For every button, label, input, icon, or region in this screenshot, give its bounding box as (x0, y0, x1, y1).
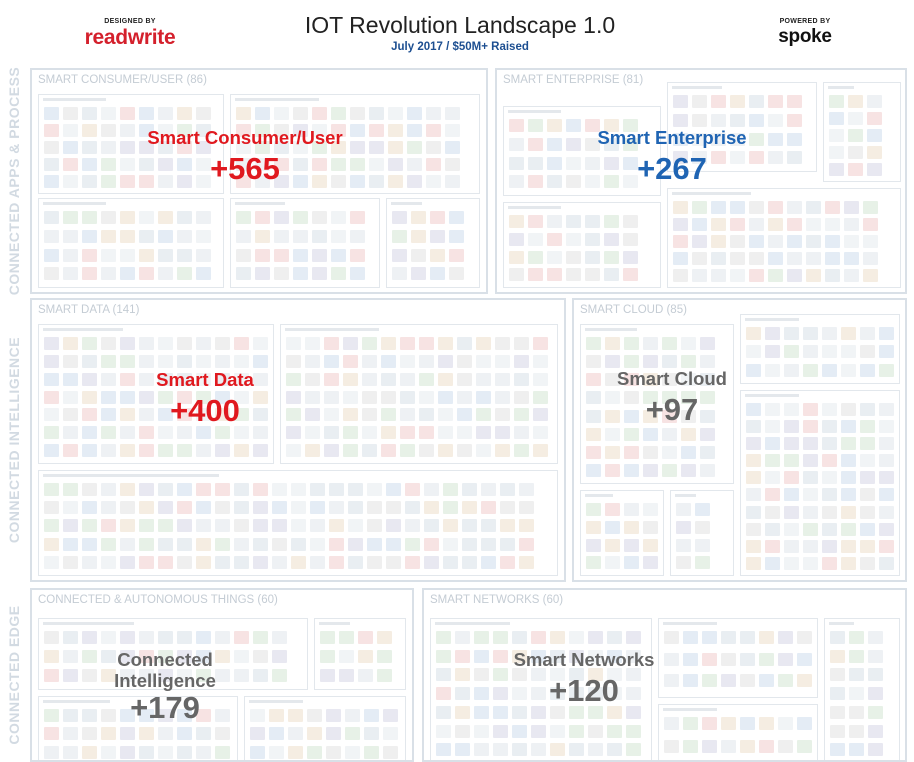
side-label-intelligence: CONNECTED INTELLIGENCE (3, 298, 25, 582)
logo-grid (509, 215, 655, 282)
logo-grid (586, 503, 658, 570)
subcategory-box (230, 198, 380, 288)
overlay-label: Smart Consumer/User (147, 127, 343, 148)
logo-grid (673, 201, 895, 282)
spoke-logo: spoke (778, 26, 832, 47)
logo-grid (436, 631, 646, 758)
subcategory-box (38, 696, 238, 760)
logo-grid (250, 709, 400, 760)
section-title: SMART CLOUD (85) (580, 304, 687, 316)
overlay-label: Smart Networks (513, 649, 655, 670)
section-title: SMART DATA (141) (38, 304, 140, 316)
subcategory-box (740, 390, 900, 576)
subcategory-box (580, 490, 664, 576)
logo-grid (236, 211, 374, 282)
subcategory-box (38, 618, 308, 690)
subcategory-box (740, 314, 900, 384)
logo-grid (746, 327, 894, 378)
logo-grid (586, 337, 728, 478)
logo-grid (664, 631, 812, 692)
logo-grid (830, 631, 894, 758)
logo-grid (509, 119, 655, 190)
subcategory-box (314, 618, 406, 690)
logo-grid (392, 211, 474, 282)
logo-grid (44, 337, 268, 458)
logo-grid (236, 107, 474, 188)
logo-grid (44, 709, 232, 760)
subcategory-box (667, 188, 901, 288)
subcategory-box (658, 704, 818, 760)
section-title: SMART ENTERPRISE (81) (503, 74, 644, 86)
side-label-intelligence-text: CONNECTED INTELLIGENCE (6, 336, 22, 544)
subcategory-box (386, 198, 480, 288)
subcategory-box (670, 490, 734, 576)
subcategory-box (230, 94, 480, 194)
subcategory-box (244, 696, 406, 760)
logo-grid (746, 403, 894, 570)
logo-grid (673, 95, 811, 166)
subcategory-box (824, 618, 900, 760)
page-subtitle: July 2017 / $50M+ Raised (391, 41, 529, 53)
side-label-apps-text: CONNECTED APPS & PROCESS (6, 66, 22, 296)
subcategory-box (430, 618, 652, 760)
subcategory-box (38, 324, 274, 464)
logo-grid (44, 483, 552, 570)
overlay-label: Smart Cloud (617, 368, 727, 389)
subcategory-box (38, 94, 224, 194)
section-title: SMART NETWORKS (60) (430, 594, 564, 606)
side-label-apps: CONNECTED APPS & PROCESS (3, 66, 25, 296)
subcategory-box (38, 470, 558, 576)
subcategory-box (823, 82, 901, 182)
overlay-count: +400 (170, 392, 240, 428)
overlay-count: +97 (645, 391, 699, 427)
subcategory-box (658, 618, 818, 698)
designed-by-block: DESIGNED BY readwrite (70, 18, 190, 50)
side-label-edge: CONNECTED EDGE (3, 588, 25, 762)
logo-grid (829, 95, 895, 176)
logo-grid (44, 211, 218, 282)
logo-grid (664, 717, 812, 758)
overlay-count: +179 (130, 690, 200, 726)
subcategory-box (280, 324, 558, 464)
overlay-connected-things: Connected Intelligence +179 (90, 649, 240, 726)
logo-grid (320, 631, 400, 684)
logo-grid (676, 503, 728, 570)
section-title: SMART CONSUMER/USER (86) (38, 74, 207, 86)
overlay-count: +120 (549, 672, 619, 708)
powered-by-block: POWERED BY spoke (760, 18, 850, 48)
overlay-smart-consumer: Smart Consumer/User +565 (110, 127, 380, 186)
section-smart-cloud: SMART CLOUD (85) (572, 298, 907, 582)
subcategory-box (667, 82, 817, 172)
section-smart-data: SMART DATA (141) (30, 298, 566, 582)
overlay-label: Connected Intelligence (114, 649, 216, 691)
section-smart-networks: SMART NETWORKS (60) (422, 588, 907, 762)
overlay-label: Smart Data (156, 369, 254, 390)
logo-grid (44, 631, 302, 684)
subcategory-box (503, 106, 661, 196)
section-smart-enterprise: SMART ENTERPRISE (81) (495, 68, 907, 294)
readwrite-logo: readwrite (84, 26, 176, 49)
overlay-smart-cloud: Smart Cloud +97 (582, 368, 762, 427)
subcategory-box (503, 202, 661, 288)
subcategory-box (38, 198, 224, 288)
overlay-smart-networks: Smart Networks +120 (474, 649, 694, 708)
subcategory-box (580, 324, 734, 484)
overlay-count: +267 (637, 150, 707, 186)
section-connected-things: CONNECTED & AUTONOMOUS THINGS (60) (30, 588, 414, 762)
section-smart-consumer: SMART CONSUMER/USER (86) (30, 68, 488, 294)
overlay-smart-data: Smart Data +400 (100, 369, 310, 428)
page-title: IOT Revolution Landscape 1.0 (304, 12, 616, 38)
powered-by-label: POWERED BY (779, 18, 831, 25)
overlay-label: Smart Enterprise (597, 127, 747, 148)
logo-grid (44, 107, 218, 188)
overlay-smart-enterprise: Smart Enterprise +267 (552, 127, 792, 186)
section-title: CONNECTED & AUTONOMOUS THINGS (60) (38, 594, 278, 606)
side-label-edge-text: CONNECTED EDGE (6, 605, 22, 745)
overlay-count: +565 (210, 150, 280, 186)
designed-by-label: DESIGNED BY (104, 18, 156, 25)
logo-grid (286, 337, 552, 458)
